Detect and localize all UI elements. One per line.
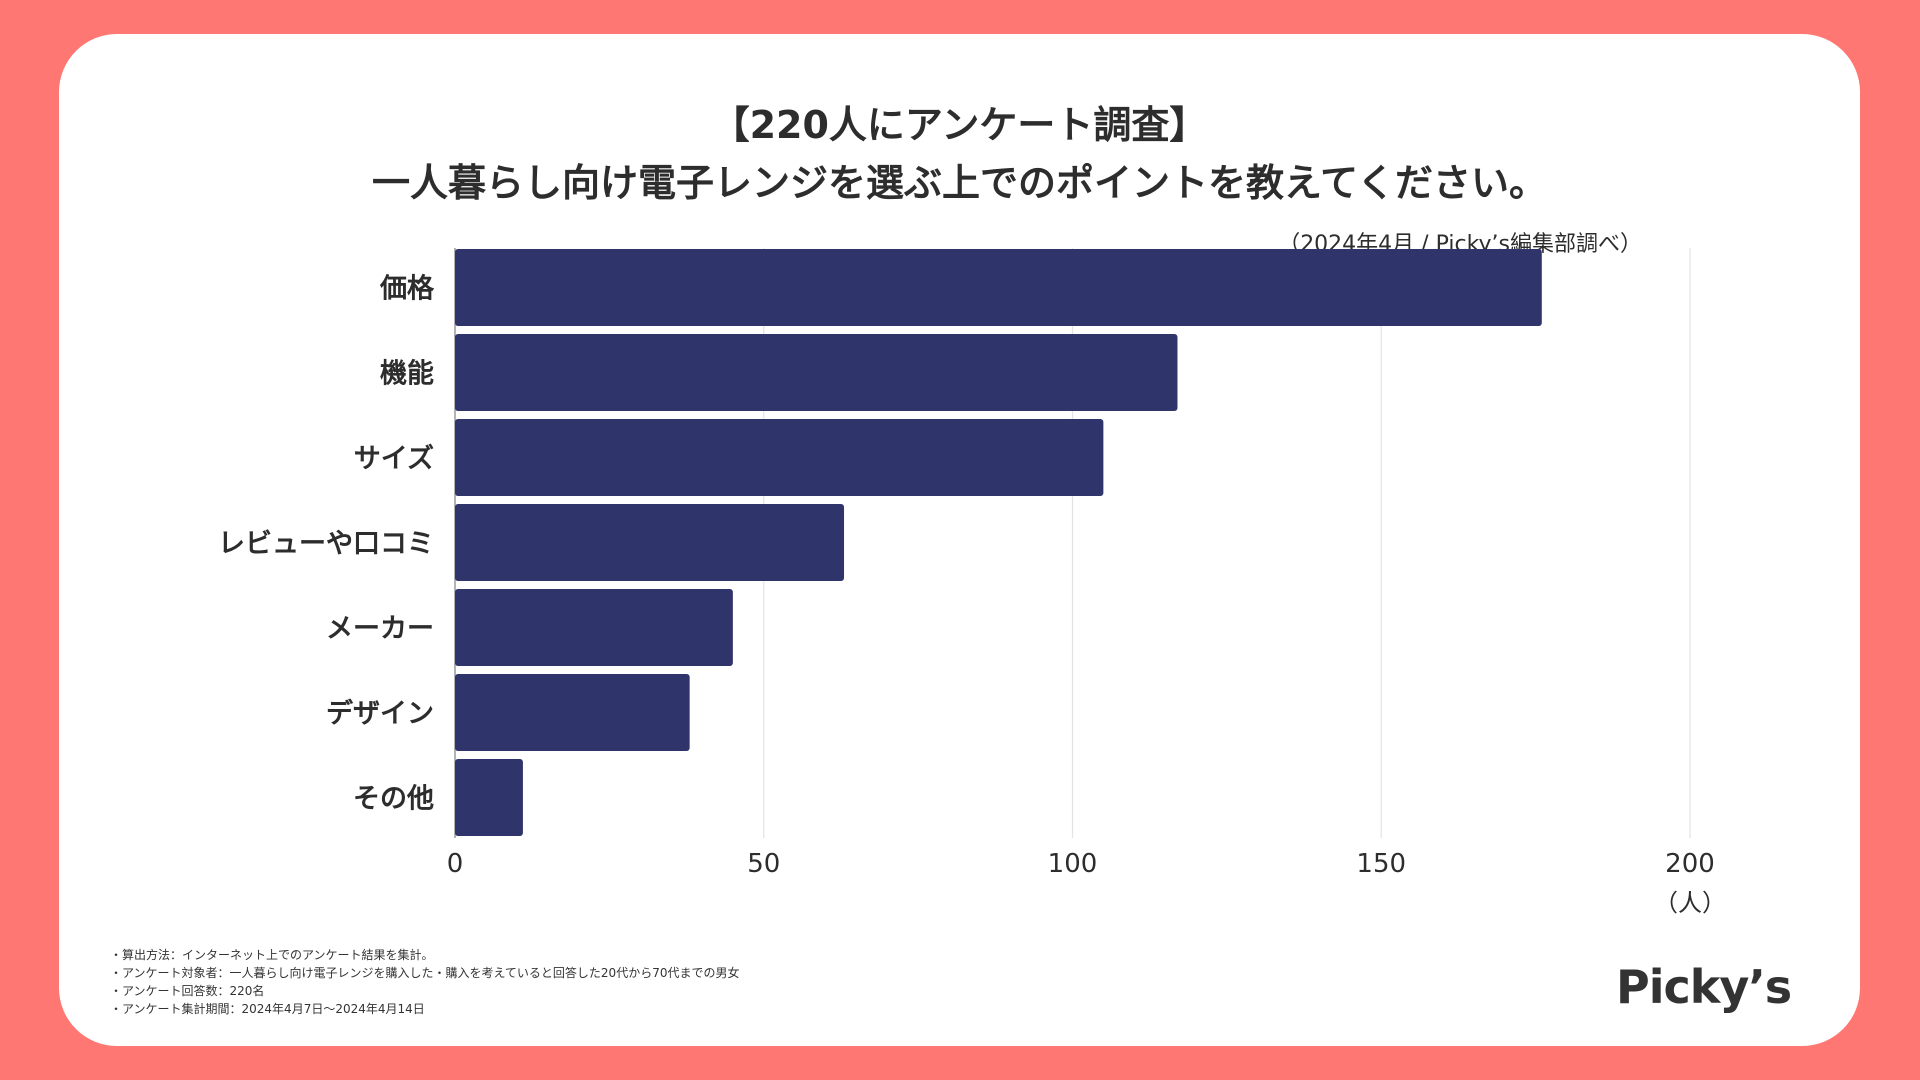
- category-label: 機能: [380, 358, 434, 390]
- x-tick-labels: 0 50 100 150 200: [447, 849, 1715, 879]
- category-label: デザイン: [326, 698, 434, 730]
- bar: [455, 589, 733, 666]
- note-count: ・アンケート回答数：220名: [110, 984, 265, 998]
- bar: [455, 759, 523, 836]
- category-label: サイズ: [354, 443, 434, 475]
- x-tick-label: 0: [447, 849, 464, 879]
- bar: [455, 674, 690, 751]
- bar: [455, 419, 1104, 496]
- x-axis-unit-label: （人）: [1654, 889, 1726, 917]
- note-period: ・アンケート集計期間：2024年4月7日〜2024年4月14日: [110, 1002, 425, 1016]
- category-label: その他: [353, 784, 434, 815]
- bar: [455, 249, 1542, 326]
- bars: [455, 249, 1542, 836]
- chart-title-line1: 【220人にアンケート調査】: [711, 103, 1208, 147]
- category-label: メーカー: [326, 614, 434, 645]
- chart-title-line2: 一人暮らし向け電子レンジを選ぶ上でのポイントを教えてください。: [372, 161, 1547, 205]
- x-tick-label: 100: [1048, 849, 1098, 879]
- x-tick-label: 200: [1665, 849, 1715, 879]
- bar: [455, 334, 1178, 411]
- bar: [455, 504, 845, 581]
- survey-notes: ・算出方法：インターネット上でのアンケート結果を集計。 ・アンケート対象者：一人…: [110, 946, 739, 1018]
- x-tick-label: 150: [1356, 849, 1406, 879]
- note-target: ・アンケート対象者：一人暮らし向け電子レンジを購入した・購入を考えていると回答し…: [110, 966, 740, 980]
- category-label: レビューや口コミ: [218, 529, 434, 560]
- chart-card: 【220人にアンケート調査】 一人暮らし向け電子レンジを選ぶ上でのポイントを教え…: [59, 34, 1860, 1046]
- note-method: ・算出方法：インターネット上でのアンケート結果を集計。: [110, 948, 434, 962]
- x-tick-label: 50: [747, 849, 780, 879]
- pickys-logo: Picky’s: [1616, 960, 1792, 1014]
- category-label: 価格: [379, 274, 435, 305]
